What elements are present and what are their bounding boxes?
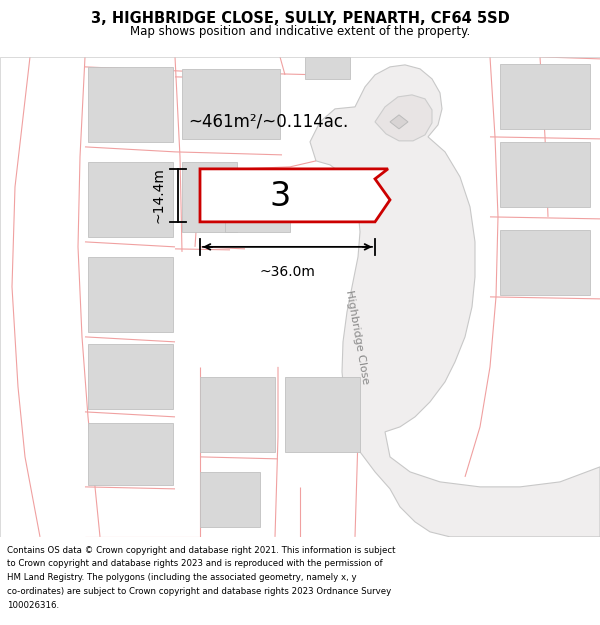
Text: to Crown copyright and database rights 2023 and is reproduced with the permissio: to Crown copyright and database rights 2… <box>7 559 383 568</box>
Bar <box>200 377 275 452</box>
Bar <box>88 257 173 332</box>
Text: 3, HIGHBRIDGE CLOSE, SULLY, PENARTH, CF64 5SD: 3, HIGHBRIDGE CLOSE, SULLY, PENARTH, CF6… <box>91 11 509 26</box>
Bar <box>182 162 237 232</box>
Bar <box>500 230 590 295</box>
Text: ~36.0m: ~36.0m <box>260 265 316 279</box>
Bar <box>88 344 173 409</box>
Text: Contains OS data © Crown copyright and database right 2021. This information is : Contains OS data © Crown copyright and d… <box>7 546 396 554</box>
Bar <box>500 64 590 129</box>
Text: 100026316.: 100026316. <box>7 601 59 609</box>
Polygon shape <box>375 95 432 141</box>
Bar <box>88 162 173 237</box>
Bar <box>182 69 280 139</box>
Bar <box>200 472 260 527</box>
Bar <box>88 423 173 485</box>
Polygon shape <box>200 169 390 222</box>
Bar <box>225 172 290 232</box>
Text: 3: 3 <box>269 181 290 213</box>
Text: co-ordinates) are subject to Crown copyright and database rights 2023 Ordnance S: co-ordinates) are subject to Crown copyr… <box>7 587 391 596</box>
Text: Map shows position and indicative extent of the property.: Map shows position and indicative extent… <box>130 25 470 38</box>
Bar <box>285 377 360 452</box>
Bar <box>88 67 173 142</box>
Text: HM Land Registry. The polygons (including the associated geometry, namely x, y: HM Land Registry. The polygons (includin… <box>7 573 357 582</box>
Polygon shape <box>390 115 408 129</box>
Text: Highbridge Close: Highbridge Close <box>344 289 370 385</box>
Text: ~14.4m: ~14.4m <box>152 168 166 223</box>
Text: ~461m²/~0.114ac.: ~461m²/~0.114ac. <box>188 113 348 131</box>
Bar <box>500 142 590 207</box>
Bar <box>305 57 350 79</box>
Polygon shape <box>310 65 600 537</box>
